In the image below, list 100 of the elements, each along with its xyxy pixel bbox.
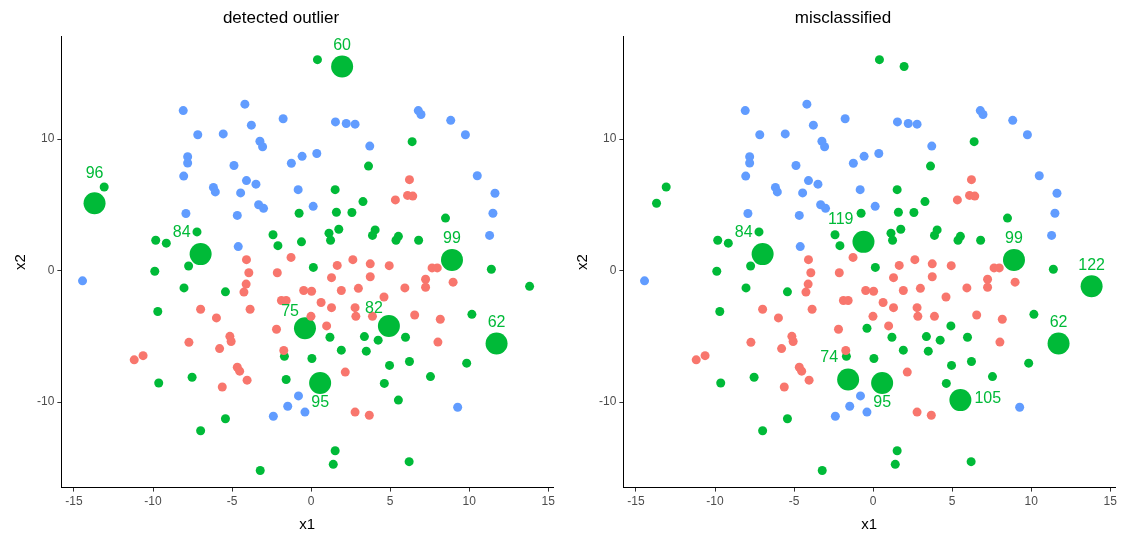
point bbox=[856, 208, 866, 218]
point bbox=[242, 375, 252, 385]
point bbox=[279, 346, 289, 356]
point bbox=[300, 407, 310, 417]
x-tick-label: -15 bbox=[65, 494, 83, 509]
point bbox=[903, 118, 913, 128]
point bbox=[927, 272, 937, 282]
point bbox=[848, 252, 858, 262]
x-tick-label: 15 bbox=[541, 494, 556, 509]
point bbox=[187, 372, 197, 382]
point bbox=[1029, 309, 1039, 319]
point bbox=[772, 187, 782, 197]
point bbox=[273, 241, 283, 251]
point bbox=[350, 303, 360, 313]
point bbox=[1024, 358, 1034, 368]
point bbox=[179, 171, 189, 181]
point bbox=[966, 457, 976, 467]
point bbox=[777, 344, 787, 354]
point bbox=[987, 372, 997, 382]
point bbox=[229, 160, 239, 170]
point bbox=[99, 182, 109, 192]
point bbox=[1010, 277, 1020, 287]
y-tick-label: 10 bbox=[40, 131, 55, 146]
point bbox=[869, 354, 879, 364]
point bbox=[845, 401, 855, 411]
point bbox=[746, 261, 756, 271]
point bbox=[806, 268, 816, 278]
point bbox=[932, 225, 942, 235]
point bbox=[743, 208, 753, 218]
annotation: 99 bbox=[1005, 229, 1023, 247]
point bbox=[855, 391, 865, 401]
point bbox=[331, 207, 341, 217]
point bbox=[359, 332, 369, 342]
point bbox=[830, 230, 840, 240]
point bbox=[927, 141, 937, 151]
point bbox=[472, 171, 482, 181]
point bbox=[808, 120, 818, 130]
point bbox=[834, 268, 844, 278]
point bbox=[970, 191, 980, 201]
point bbox=[232, 210, 242, 220]
point bbox=[927, 259, 937, 269]
point bbox=[947, 360, 957, 370]
point bbox=[233, 242, 243, 252]
point bbox=[341, 118, 351, 128]
point bbox=[193, 130, 203, 140]
point bbox=[782, 414, 792, 424]
point bbox=[401, 332, 410, 342]
point bbox=[129, 355, 139, 365]
point bbox=[138, 351, 148, 361]
point bbox=[293, 391, 303, 401]
point bbox=[327, 303, 337, 313]
point bbox=[935, 335, 945, 345]
point bbox=[892, 185, 902, 195]
point bbox=[421, 282, 431, 292]
point bbox=[373, 335, 383, 345]
point bbox=[353, 283, 363, 293]
point bbox=[330, 117, 340, 127]
x-tick-label: 5 bbox=[386, 494, 394, 509]
point bbox=[330, 185, 340, 195]
point bbox=[236, 188, 246, 198]
point bbox=[941, 378, 951, 388]
point bbox=[745, 158, 755, 168]
point bbox=[963, 332, 972, 342]
point bbox=[365, 141, 375, 151]
point bbox=[293, 185, 303, 195]
point bbox=[803, 255, 813, 265]
point bbox=[801, 287, 811, 297]
y-tick-label: -10 bbox=[599, 394, 617, 409]
annotation: 105 bbox=[974, 388, 1002, 406]
point bbox=[364, 161, 374, 171]
point bbox=[272, 324, 281, 334]
point bbox=[150, 266, 160, 276]
point bbox=[246, 120, 256, 130]
point bbox=[923, 346, 933, 356]
annotation: 62 bbox=[487, 312, 506, 330]
point bbox=[835, 241, 845, 251]
point bbox=[869, 286, 879, 296]
point bbox=[978, 110, 988, 120]
point bbox=[215, 344, 225, 354]
point bbox=[1052, 188, 1062, 198]
point bbox=[218, 129, 228, 139]
annotation: 82 bbox=[365, 299, 384, 317]
point bbox=[467, 309, 477, 319]
annotation: 84 bbox=[734, 222, 753, 240]
point bbox=[1015, 402, 1025, 412]
point bbox=[379, 292, 389, 302]
point bbox=[862, 407, 872, 417]
x-tick-label: 5 bbox=[948, 494, 956, 509]
point bbox=[946, 321, 956, 331]
point bbox=[830, 411, 840, 421]
x-tick-label: -15 bbox=[627, 494, 645, 509]
point bbox=[894, 260, 904, 270]
point bbox=[1034, 171, 1044, 181]
point bbox=[741, 171, 751, 181]
point bbox=[308, 262, 318, 272]
point bbox=[741, 283, 751, 293]
point bbox=[308, 201, 318, 211]
point bbox=[210, 187, 220, 197]
point bbox=[404, 175, 414, 185]
point bbox=[997, 314, 1007, 324]
